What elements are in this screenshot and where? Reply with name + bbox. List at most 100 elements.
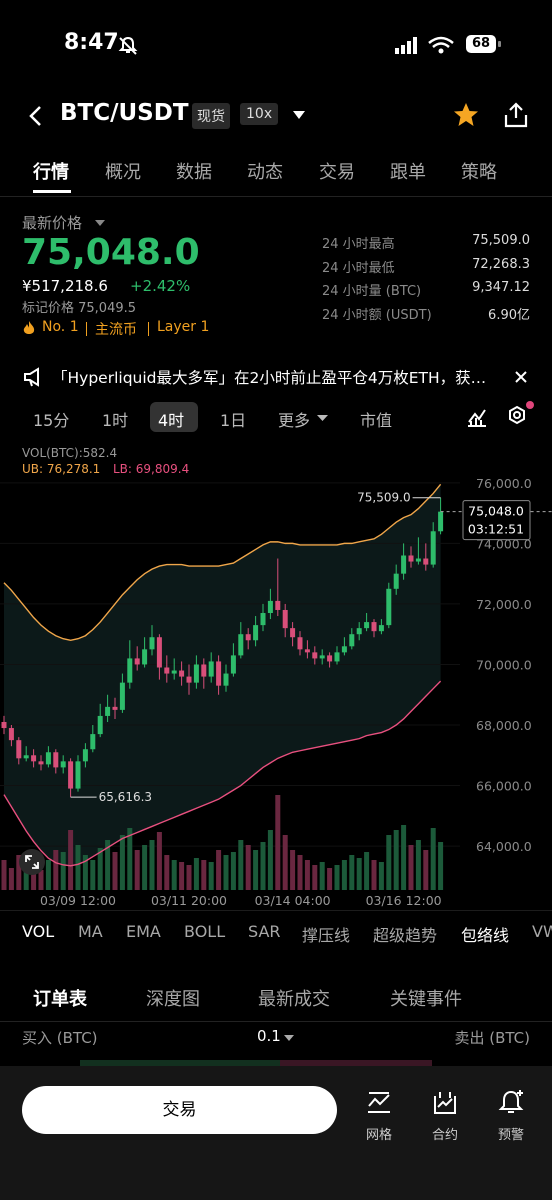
tag: Layer 1 xyxy=(157,319,210,335)
tab[interactable]: 数据 xyxy=(176,162,212,183)
volume-bar xyxy=(171,860,177,890)
indicator[interactable]: 超级趋势 xyxy=(373,926,438,945)
interval[interactable]: 15分 xyxy=(33,411,70,430)
separator xyxy=(86,322,87,336)
volume-bar xyxy=(31,865,37,890)
interval[interactable]: 更多 xyxy=(278,411,311,430)
candle-body xyxy=(171,670,177,674)
indicator[interactable]: VWAP xyxy=(532,922,552,941)
volume-bar xyxy=(371,860,377,890)
volume-bar xyxy=(112,852,118,890)
volume-bar xyxy=(149,840,155,890)
indicator[interactable]: 撑压线 xyxy=(302,926,351,945)
volume-bar xyxy=(60,852,66,890)
volume-bar xyxy=(8,868,14,890)
back-button[interactable] xyxy=(26,104,46,128)
candle-body xyxy=(90,734,96,750)
contract-icon[interactable] xyxy=(432,1090,458,1116)
order-tab[interactable]: 深度图 xyxy=(146,989,200,1010)
candle-body xyxy=(415,558,421,562)
candle-body xyxy=(127,658,133,683)
candle-body xyxy=(304,649,310,653)
volume-bar xyxy=(16,855,22,890)
indicator[interactable]: BOLL xyxy=(184,922,226,941)
indicator[interactable]: VOL xyxy=(22,922,55,941)
divider xyxy=(0,910,552,911)
interval[interactable]: 1时 xyxy=(102,411,129,430)
indicator[interactable]: EMA xyxy=(126,922,161,941)
order-tab[interactable]: 最新成交 xyxy=(258,989,330,1010)
candle-body xyxy=(208,661,214,677)
fullscreen-button[interactable] xyxy=(18,848,46,876)
trade-button[interactable]: 交易 xyxy=(22,1086,337,1134)
x-tick-label: 03/16 12:00 xyxy=(366,893,442,908)
indicator-icon[interactable] xyxy=(466,406,488,428)
candle-body xyxy=(245,634,251,641)
share-icon[interactable] xyxy=(502,101,530,129)
action-label[interactable]: 预警 xyxy=(497,1128,524,1143)
low-label: 65,616.3 xyxy=(99,790,152,804)
flame-icon xyxy=(23,321,35,334)
grid-icon[interactable] xyxy=(366,1090,392,1116)
candle-body xyxy=(8,728,14,741)
last-price: 75,048.0 xyxy=(22,232,200,273)
settings-icon[interactable] xyxy=(505,400,535,430)
volume-bar xyxy=(216,850,222,890)
alert-icon[interactable] xyxy=(498,1088,526,1116)
volume-bar xyxy=(164,855,170,890)
tab[interactable]: 动态 xyxy=(247,162,283,183)
candle-body xyxy=(68,761,74,789)
order-tab[interactable]: 关键事件 xyxy=(390,989,462,1010)
candle-body xyxy=(53,752,59,768)
volume-bar xyxy=(401,825,407,890)
indicator[interactable]: 包络线 xyxy=(461,926,510,945)
last-price-tag xyxy=(462,500,531,541)
announcement[interactable]: 「Hyperliquid最大多军」在2小时前止盈平仓4万枚ETH，获… xyxy=(52,369,487,387)
candle-body xyxy=(31,755,37,762)
interval[interactable]: 市值 xyxy=(360,411,393,430)
volume-bar xyxy=(156,832,162,890)
action-label[interactable]: 网格 xyxy=(365,1128,392,1143)
stat-value: 72,268.3 xyxy=(472,257,530,272)
close-button[interactable] xyxy=(514,370,528,384)
tab[interactable]: 跟单 xyxy=(390,162,426,183)
stat-label: 24 小时量 (BTC) xyxy=(322,284,422,299)
y-tick-label: 72,000.0 xyxy=(476,597,532,612)
candle-body xyxy=(290,628,296,638)
volume-bar xyxy=(341,860,347,890)
candle-body xyxy=(312,652,318,659)
interval[interactable]: 4时 xyxy=(158,411,185,430)
interval[interactable]: 1日 xyxy=(220,411,247,430)
volume-bar xyxy=(105,840,111,890)
candle-body xyxy=(179,670,185,677)
cny-price: ¥517,218.6 xyxy=(22,277,108,295)
candle-body xyxy=(253,625,259,641)
dropdown-icon[interactable] xyxy=(292,110,306,120)
tab[interactable]: 交易 xyxy=(319,162,355,183)
separator xyxy=(148,322,149,336)
tab[interactable]: 概况 xyxy=(105,162,141,183)
depth-strip xyxy=(280,1060,432,1068)
volume-bar xyxy=(408,845,414,890)
candle-body xyxy=(216,661,222,686)
favorite-star[interactable] xyxy=(452,101,480,129)
action-label[interactable]: 合约 xyxy=(431,1128,458,1143)
candle-body xyxy=(45,752,51,765)
tab[interactable]: 行情 xyxy=(33,162,69,183)
candle-body xyxy=(82,749,88,762)
step-select[interactable]: 0.1 xyxy=(257,1027,281,1045)
volume-bar xyxy=(378,862,384,890)
volume-bar xyxy=(430,828,436,890)
tab[interactable]: 策略 xyxy=(461,162,497,183)
dropdown-icon xyxy=(95,220,105,226)
volume-bar xyxy=(179,862,185,890)
candle-body xyxy=(38,761,44,765)
candle-body xyxy=(97,715,103,735)
indicator[interactable]: SAR xyxy=(248,922,281,941)
candle-body xyxy=(334,652,340,662)
legend-ub: UB: 76,278.1 xyxy=(22,462,100,476)
y-tick-label: 76,000.0 xyxy=(476,476,532,491)
indicator[interactable]: MA xyxy=(78,922,103,941)
candle-body xyxy=(164,667,170,674)
order-tab[interactable]: 订单表 xyxy=(33,989,87,1010)
